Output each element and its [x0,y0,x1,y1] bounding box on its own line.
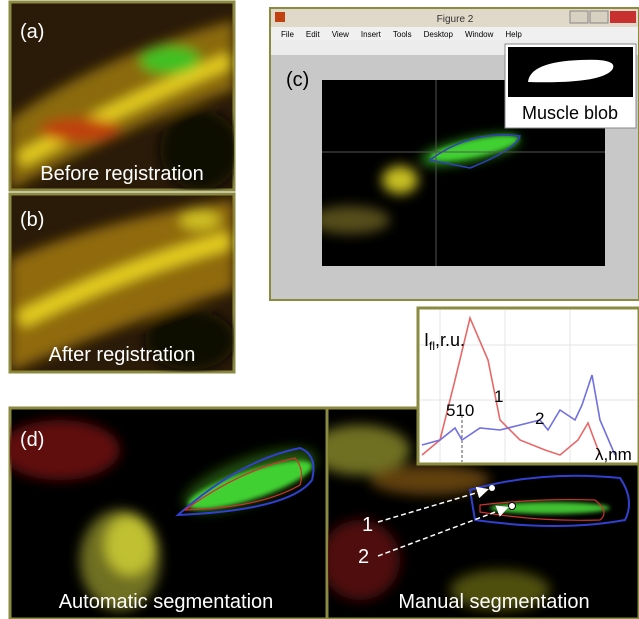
menu-item[interactable]: File [281,30,294,39]
caption: Manual segmentation [398,591,589,613]
panel-label: (a) [20,21,44,43]
menu-item[interactable]: Help [505,30,522,39]
menu-item[interactable]: View [332,30,349,39]
caption: Before registration [40,163,203,185]
inset-caption: Muscle blob [522,103,618,123]
marker-label: 510 [446,401,474,420]
minimize-button[interactable] [570,11,588,23]
window-title: Figure 2 [437,14,474,25]
panel-label: (c) [286,69,309,91]
caption: Automatic segmentation [59,591,274,613]
menu-item[interactable]: Window [465,30,494,39]
x-label: λ,nm [595,445,632,464]
panel-b: (b) After registration [10,194,235,372]
menu-item[interactable]: Edit [306,30,321,39]
figure: (a) Before registration (b) After regist… [0,0,639,619]
point-label: 1 [362,514,373,536]
caption: After registration [49,344,196,366]
menu-item[interactable]: Tools [393,30,412,39]
point-label: 2 [358,546,369,568]
app-icon [275,12,285,22]
panel-a: (a) Before registration [10,2,240,190]
panel-c: Figure 2 File Edit View Insert Tools Desktop W… [270,8,639,300]
curve-label: 2 [535,409,544,428]
panel-label: (d) [20,429,44,451]
panel-label: (b) [20,209,44,231]
maximize-button[interactable] [590,11,608,23]
menu: File Edit View Insert Tools Desktop Window Help [281,30,522,39]
spectrum-inset: Ifl,r.u. 510 1 2 λ,nm [418,308,639,464]
menu-item[interactable]: Desktop [424,30,454,39]
curve-label: 1 [494,387,503,406]
close-button[interactable] [610,11,636,23]
menu-item[interactable]: Insert [361,30,382,39]
menu-bar [271,27,638,40]
